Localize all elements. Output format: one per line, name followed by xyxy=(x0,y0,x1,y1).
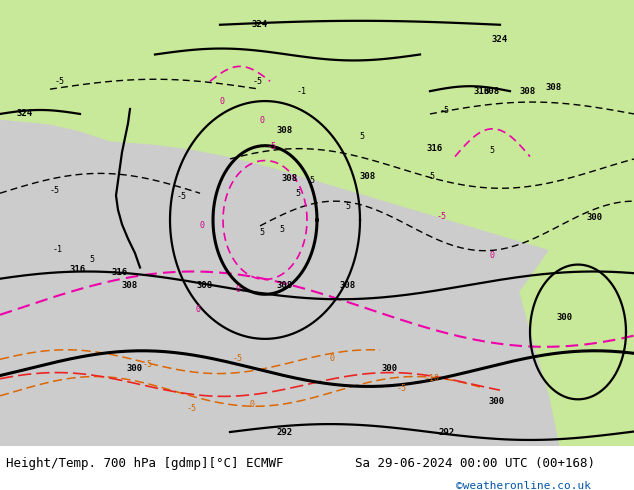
Text: -5: -5 xyxy=(55,77,65,86)
Text: 0: 0 xyxy=(219,97,224,105)
Text: 308: 308 xyxy=(484,87,500,96)
Text: 324: 324 xyxy=(252,20,268,29)
Text: 0: 0 xyxy=(235,285,240,294)
Text: -5: -5 xyxy=(50,186,60,195)
Text: -5: -5 xyxy=(437,212,447,220)
Text: 292: 292 xyxy=(277,428,293,437)
Text: 316: 316 xyxy=(70,265,86,274)
Text: 0: 0 xyxy=(195,305,200,314)
Polygon shape xyxy=(520,250,634,446)
Text: 5: 5 xyxy=(309,176,314,185)
Text: 300: 300 xyxy=(557,313,573,321)
Text: 308: 308 xyxy=(197,281,213,290)
Polygon shape xyxy=(0,0,634,210)
Text: 5: 5 xyxy=(259,228,264,237)
Text: -5: -5 xyxy=(187,404,197,413)
Text: 0: 0 xyxy=(489,251,495,260)
Text: 5: 5 xyxy=(346,201,351,211)
Text: -1: -1 xyxy=(53,245,63,254)
Text: -5: -5 xyxy=(267,142,277,151)
Text: 5: 5 xyxy=(359,132,365,141)
Text: 0: 0 xyxy=(200,221,205,230)
Text: 300: 300 xyxy=(587,214,603,222)
Text: 316: 316 xyxy=(112,268,128,277)
Text: 5: 5 xyxy=(489,146,495,155)
Text: 308: 308 xyxy=(340,281,356,290)
Text: -5: -5 xyxy=(143,360,153,369)
Text: 308: 308 xyxy=(360,172,376,181)
Text: 308: 308 xyxy=(546,83,562,92)
Text: -5: -5 xyxy=(233,354,243,363)
Text: 324: 324 xyxy=(492,35,508,44)
Text: 0: 0 xyxy=(250,400,254,409)
Text: 324: 324 xyxy=(17,109,33,119)
Text: 292: 292 xyxy=(439,428,455,437)
Text: 308: 308 xyxy=(122,281,138,290)
Text: -5: -5 xyxy=(177,192,187,201)
Text: 316: 316 xyxy=(474,87,490,96)
Text: 308: 308 xyxy=(282,174,298,183)
Text: 5: 5 xyxy=(280,225,285,234)
Text: -5: -5 xyxy=(253,77,263,86)
Text: -1: -1 xyxy=(297,87,307,96)
Polygon shape xyxy=(0,30,80,79)
Polygon shape xyxy=(318,70,410,104)
Text: 0: 0 xyxy=(330,354,335,363)
Text: ©weatheronline.co.uk: ©weatheronline.co.uk xyxy=(456,481,592,490)
Text: 300: 300 xyxy=(382,364,398,373)
Text: 316: 316 xyxy=(427,144,443,153)
Polygon shape xyxy=(415,101,634,210)
Text: 308: 308 xyxy=(277,126,293,135)
Text: -5: -5 xyxy=(397,384,407,393)
Text: 5: 5 xyxy=(429,172,434,181)
Text: 5: 5 xyxy=(295,189,301,198)
Text: 300: 300 xyxy=(489,397,505,406)
Text: 300: 300 xyxy=(127,364,143,373)
Text: Height/Temp. 700 hPa [gdmp][°C] ECMWF: Height/Temp. 700 hPa [gdmp][°C] ECMWF xyxy=(6,457,284,470)
Text: -10: -10 xyxy=(425,374,439,383)
Text: 308: 308 xyxy=(520,87,536,96)
Text: 5: 5 xyxy=(89,255,94,264)
Text: Sa 29-06-2024 00:00 UTC (00+168): Sa 29-06-2024 00:00 UTC (00+168) xyxy=(355,457,595,470)
Text: 0: 0 xyxy=(259,117,264,125)
Text: 308: 308 xyxy=(277,281,293,290)
Text: -5: -5 xyxy=(440,106,450,116)
Polygon shape xyxy=(0,72,634,275)
